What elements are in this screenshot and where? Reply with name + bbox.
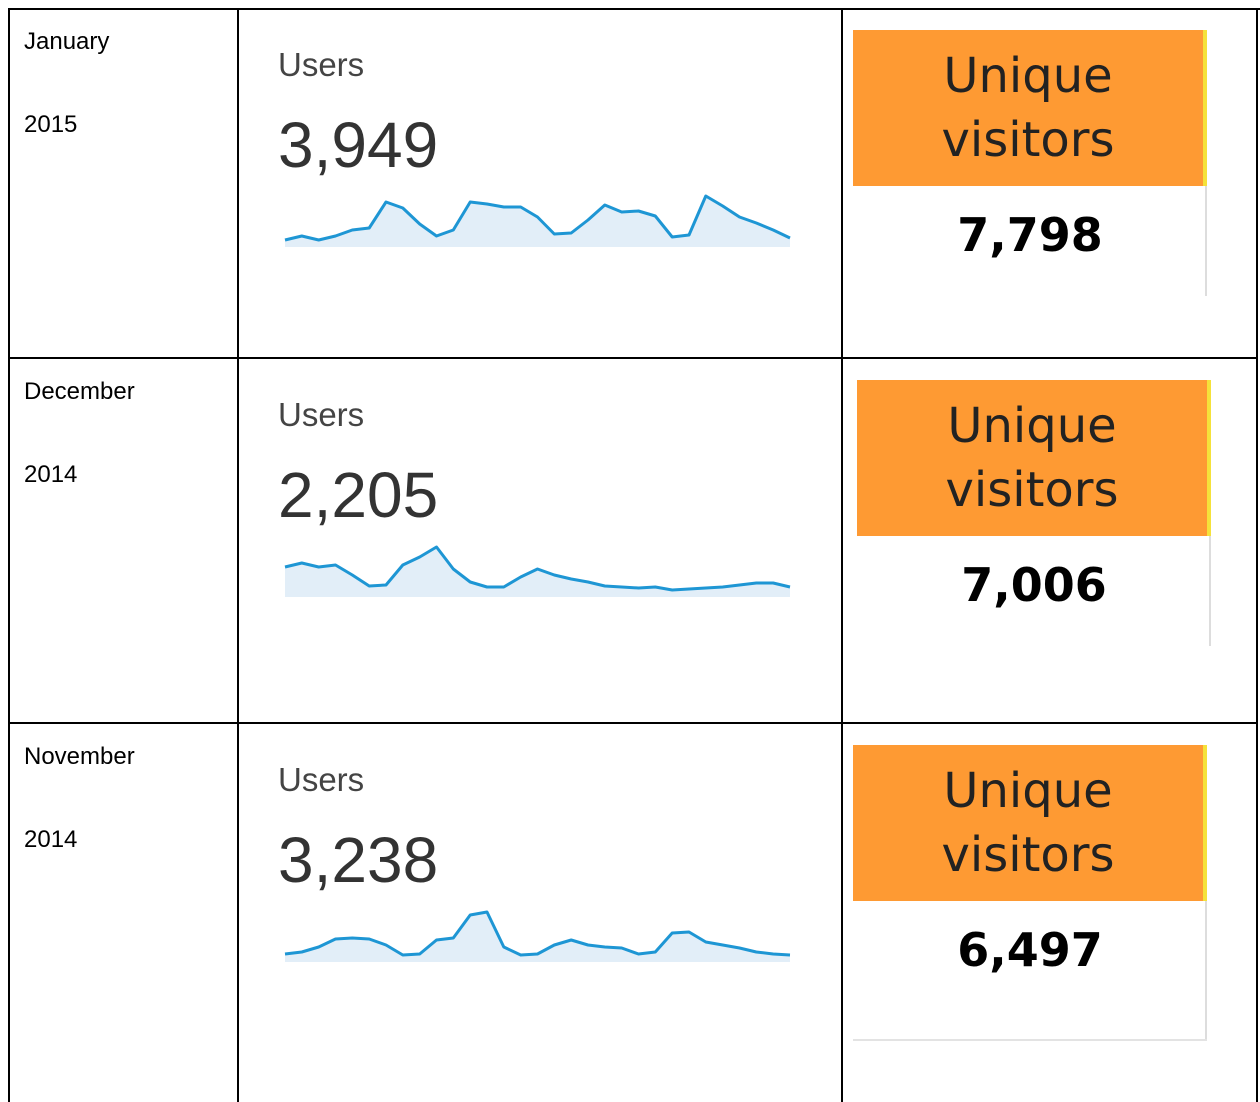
box-edge	[1205, 901, 1207, 1041]
visitors-header: Unique visitors	[857, 380, 1211, 536]
box-edge	[1209, 536, 1211, 646]
sparkline	[284, 545, 791, 597]
users-label: Users	[278, 46, 365, 83]
table-border	[8, 8, 1260, 10]
visitors-count: 7,006	[961, 558, 1107, 612]
visitors-header: Unique visitors	[853, 745, 1207, 901]
users-count: 3,238	[278, 824, 439, 896]
visitors-header: Unique visitors	[853, 30, 1207, 186]
table-border	[1256, 8, 1258, 1102]
sparkline-area	[285, 547, 790, 597]
visitors-label: Unique visitors	[945, 398, 1119, 518]
visitors-label: Unique visitors	[941, 48, 1115, 168]
visitors-count: 7,798	[957, 208, 1103, 262]
visitors-label: Unique visitors	[941, 763, 1115, 883]
users-label: Users	[278, 761, 365, 798]
users-label: Users	[278, 396, 365, 433]
visitors-count: 6,497	[957, 923, 1103, 977]
year: 2015	[24, 111, 78, 138]
column-divider	[841, 8, 843, 1102]
row-divider	[8, 722, 1258, 724]
month: December	[24, 378, 135, 405]
month: November	[24, 743, 135, 770]
sparkline-area	[285, 912, 790, 962]
table-border	[8, 8, 10, 1102]
users-count: 3,949	[278, 109, 439, 181]
column-divider	[237, 8, 239, 1102]
sparkline-area	[285, 196, 790, 247]
sparkline	[284, 910, 791, 962]
sparkline-line	[284, 910, 791, 957]
box-edge	[1205, 186, 1207, 296]
sparkline	[284, 194, 791, 247]
row-divider	[8, 357, 1258, 359]
users-count: 2,205	[278, 459, 439, 531]
year: 2014	[24, 461, 78, 488]
box-bottom	[853, 1039, 1207, 1041]
month: January	[24, 28, 110, 55]
sparkline-line	[284, 545, 791, 592]
year: 2014	[24, 826, 78, 853]
sparkline-line	[284, 194, 791, 242]
